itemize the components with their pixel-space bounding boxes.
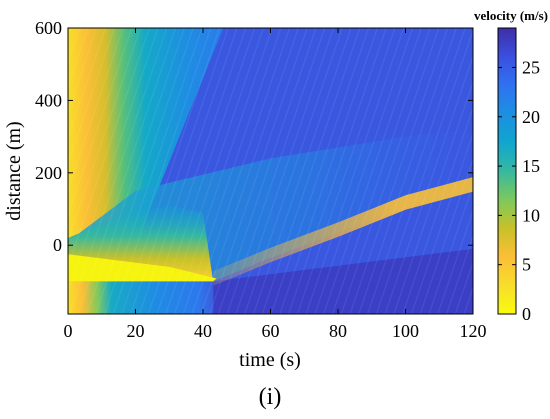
trajectory-stripe: [314, 28, 414, 314]
colorbar-title: velocity (m/s): [474, 8, 548, 23]
trajectory-stripe: [410, 131, 473, 314]
trajectory-stripe: [279, 28, 379, 314]
trajectory-stripe: [305, 28, 405, 314]
trajectory-stripe: [68, 28, 98, 114]
trajectory-stripe: [542, 21, 550, 318]
x-tick-label: 80: [329, 321, 347, 341]
trajectory-stripe: [112, 28, 212, 314]
trajectory-stripe: [103, 28, 203, 314]
trajectory-stripe: [358, 28, 457, 314]
trajectory-stripe: [402, 105, 473, 314]
trajectory-stripe: [323, 28, 422, 314]
y-axis-label: distance (m): [3, 121, 25, 220]
x-tick-label: 20: [127, 321, 145, 341]
x-tick-label: 100: [392, 321, 419, 341]
x-tick-label: 0: [64, 321, 73, 341]
trajectory-stripe: [200, 28, 300, 314]
colorbar-tick-label: 25: [522, 57, 540, 77]
trajectory-stripe: [235, 28, 335, 314]
x-axis: 0 20 40 60 80 100 120: [64, 28, 487, 341]
trajectory-stripe: [393, 80, 473, 314]
trajectory-stripe: [130, 28, 229, 314]
trajectory-stripe: [68, 28, 168, 314]
upstream-fast-region: [213, 248, 473, 314]
trajectory-stripe: [419, 157, 473, 314]
trajectory-stripe: [182, 28, 282, 314]
colorbar-tick-label: 0: [522, 304, 531, 324]
startup-band: [68, 28, 224, 246]
trajectory-stripe: [331, 28, 431, 314]
colorbar-tick-label: 20: [522, 107, 540, 127]
trajectory-stripe: [226, 28, 326, 314]
colorbar-tick-label: 5: [522, 255, 531, 275]
trajectory-stripe: [349, 28, 449, 314]
trajectory-stripe: [366, 28, 466, 314]
trajectory-stripe: [147, 28, 247, 314]
below-road-end-band: [68, 281, 214, 314]
trajectory-stripe: [77, 28, 177, 314]
stopped-queue-strip: [68, 254, 217, 282]
y-axis: 0 200 400 600: [35, 18, 473, 255]
trajectory-stripe: [191, 28, 291, 314]
trajectory-stripe: [252, 28, 352, 314]
trajectory-stripe: [384, 54, 473, 314]
colorbar-tick-label: 15: [522, 156, 540, 176]
trajectory-stripe: [173, 28, 273, 314]
y-tick-label: 0: [53, 235, 62, 255]
trajectory-stripe: [428, 183, 473, 314]
trajectory-stripe: [121, 28, 221, 314]
x-axis-label: time (s): [239, 349, 301, 371]
y-tick-label: 400: [35, 90, 62, 110]
y-tick-label: 200: [35, 163, 62, 183]
trajectory-stripe: [209, 28, 308, 314]
trajectory-stripe: [68, 28, 159, 294]
trajectory-stripe: [445, 234, 473, 314]
x-tick-label: 60: [262, 321, 280, 341]
trajectory-stripe: [68, 28, 133, 217]
heatmap-area: [68, 21, 550, 318]
colorbar: [497, 27, 517, 315]
x-tick-label: 40: [194, 321, 212, 341]
trajectory-stripe: [244, 28, 343, 314]
trajectory-stripe: [68, 28, 150, 269]
trajectory-stripe: [138, 28, 238, 314]
colorbar-ticks: 0 5 10 15 20 25: [498, 57, 540, 324]
trajectory-stripe: [165, 28, 264, 314]
trajectory-stripe: [86, 28, 185, 314]
trajectory-stripe: [375, 28, 473, 314]
trajectory-stripe: [340, 28, 440, 314]
trajectory-stripe: [217, 28, 317, 314]
trajectory-stripe: [68, 28, 124, 191]
trajectory-stripe: [296, 28, 396, 314]
queue-front-band: [213, 177, 473, 286]
trajectory-stripe: [454, 260, 473, 314]
y-tick-label: 600: [35, 18, 62, 38]
colorbar-tick-label: 10: [522, 205, 540, 225]
trajectory-stripe: [94, 28, 194, 314]
figure-caption: (i): [259, 384, 282, 410]
trajectory-stripe: [68, 28, 142, 243]
trajectory-stripe: [287, 28, 387, 314]
trajectory-stripe: [68, 28, 106, 140]
trajectory-stripes: [68, 21, 550, 318]
trajectory-stripe: [68, 28, 89, 88]
x-tick-label: 120: [460, 321, 487, 341]
trajectory-stripe: [68, 28, 115, 166]
trajectory-stripe: [437, 208, 473, 314]
trajectory-stripe: [156, 28, 256, 314]
trajectory-stripe: [270, 28, 370, 314]
trajectory-stripe: [261, 28, 361, 314]
